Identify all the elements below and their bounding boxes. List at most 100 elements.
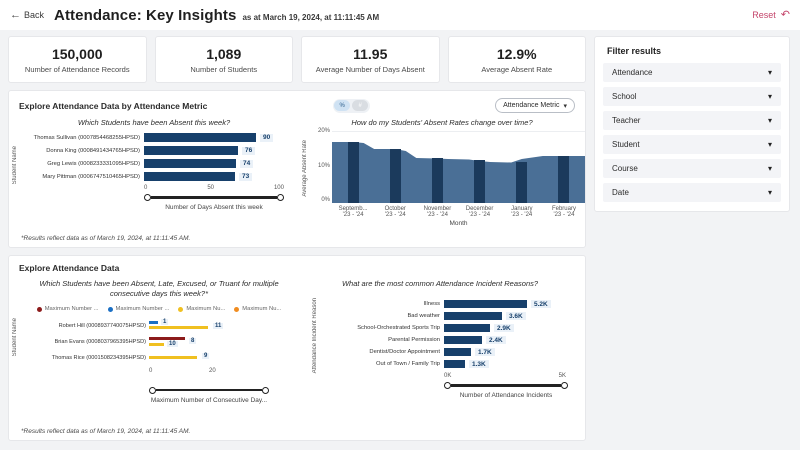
slider-handle-min[interactable]: [444, 382, 451, 389]
panel-explore-attendance-data: Explore Attendance Data Which Students h…: [8, 255, 586, 441]
slider-handle-max[interactable]: [561, 382, 568, 389]
grouped-bar-row[interactable]: Brian Evans (0008037965395HPSD) 10 8: [20, 334, 309, 350]
chart2-columns: [332, 131, 585, 203]
kpi-value: 1,089: [206, 45, 242, 62]
bar-row[interactable]: Out of Town / Family Trip 1.3K: [320, 358, 571, 370]
grouped-bar-row[interactable]: Robert Hill (0008937740075HPSD) 1 11: [20, 318, 309, 334]
reset-button[interactable]: Reset ↶: [752, 9, 790, 21]
bar-fill[interactable]: [444, 336, 482, 344]
bar-fill[interactable]: [144, 133, 256, 142]
x-tick-sub: '23 - '24: [384, 212, 406, 218]
column-bar[interactable]: [431, 158, 443, 203]
legend-item[interactable]: Maximum Number ...: [36, 306, 99, 312]
chart3-range-slider[interactable]: [149, 386, 269, 394]
filter-item-attendance[interactable]: Attendance ▾: [603, 63, 781, 82]
kpi-card-row: 150,000 Number of Attendance Records 1,0…: [8, 36, 586, 83]
legend-item[interactable]: Maximum Number ...: [107, 306, 170, 313]
panel1-charts: Student Name Thomas Sullivan (0007854468…: [9, 128, 585, 227]
bar-label: Illness: [423, 301, 440, 307]
bar-fill[interactable]: [444, 300, 527, 308]
column-bar[interactable]: [347, 142, 359, 203]
legend-item[interactable]: Maximum Nu...: [178, 306, 225, 312]
dashboard-body: 150,000 Number of Attendance Records 1,0…: [0, 30, 800, 450]
chart2-plot[interactable]: [332, 131, 585, 203]
slider-handle-min[interactable]: [149, 386, 156, 394]
slider-track[interactable]: [156, 389, 262, 392]
slider-handle-min[interactable]: [144, 194, 151, 201]
column-bar[interactable]: [516, 162, 528, 203]
bar-value: 9: [202, 353, 210, 360]
panel2-question-left: Which Students have been Absent, Late, E…: [39, 279, 279, 299]
slider-track[interactable]: [151, 196, 277, 199]
page-title: Attendance: Key Insights: [54, 6, 237, 24]
column-bar[interactable]: [474, 160, 486, 203]
bar-row[interactable]: Mary Pittman (0006747510465HPSD) 73: [20, 170, 299, 183]
bar-fill-blue[interactable]: [149, 321, 158, 325]
bar-fill[interactable]: [144, 159, 236, 168]
column-bar[interactable]: [558, 156, 570, 203]
bar-row[interactable]: Thomas Sullivan (0007854468255HPSD) 90: [20, 131, 299, 144]
chart-attendance-incident-reasons: What are the most common Attendance Inci…: [309, 279, 571, 404]
toggle-percent-option[interactable]: %: [334, 100, 351, 111]
column-bar[interactable]: [389, 149, 401, 203]
bar-row[interactable]: Illness 5.2K: [320, 298, 571, 310]
panel1-footnote: *Results reflect data as of March 19, 20…: [21, 235, 191, 242]
bar-label: Greg Lewis (0008233331095HPSD): [47, 160, 140, 167]
toggle-count-option[interactable]: #: [352, 100, 369, 111]
kpi-value: 12.9%: [496, 45, 537, 62]
chart1-x-axis-label: Number of Days Absent this week: [165, 204, 263, 211]
chart4-range-slider[interactable]: [444, 382, 568, 389]
x-tick: 20: [209, 368, 216, 375]
panel-attendance-by-metric: Explore Attendance Data by Attendance Me…: [8, 90, 586, 248]
bar-fill[interactable]: [444, 360, 465, 368]
bar-fill[interactable]: [444, 324, 490, 332]
chevron-down-icon: ▾: [767, 164, 772, 173]
legend-item[interactable]: Maximum Nu...: [234, 306, 281, 312]
filter-item-student[interactable]: Student ▾: [603, 135, 781, 154]
page-subtitle: as at March 19, 2024, at 11:11:45 AM: [242, 12, 380, 22]
x-tick: Septemb...: [338, 206, 368, 212]
filter-item-teacher[interactable]: Teacher ▾: [603, 111, 781, 130]
filter-item-school[interactable]: School ▾: [603, 87, 781, 106]
slider-handle-max[interactable]: [277, 194, 284, 201]
bar-fill[interactable]: [144, 146, 238, 155]
chevron-down-icon: ▾: [563, 102, 567, 110]
attendance-metric-dropdown[interactable]: Attendance Metric ▾: [495, 98, 575, 113]
bar-row[interactable]: Donna King (0008491434765HPSD) 76: [20, 144, 299, 157]
filter-item-date[interactable]: Date ▾: [603, 183, 781, 202]
chart1-range-slider[interactable]: [144, 194, 284, 201]
chevron-down-icon: ▾: [767, 92, 772, 101]
bar-row[interactable]: School-Orchestrated Sports Trip 2.9K: [320, 322, 571, 334]
bar-label: Thomas Rice (0001508234395HPSD): [51, 355, 146, 362]
bar-row[interactable]: Bad weather 3.6K: [320, 310, 571, 322]
bar-row[interactable]: Greg Lewis (0008233331095HPSD) 74: [20, 157, 299, 170]
y-tick: 0%: [321, 197, 330, 203]
back-button[interactable]: ← Back: [10, 8, 44, 21]
bar-fill-yellow[interactable]: [149, 326, 208, 330]
percent-count-toggle[interactable]: % #: [332, 98, 370, 113]
bar-fill-darkred[interactable]: [149, 337, 185, 341]
slider-track[interactable]: [451, 384, 561, 387]
x-tick: 50: [207, 185, 214, 191]
grouped-bar-row[interactable]: Thomas Rice (0001508234395HPSD) 9: [20, 350, 309, 366]
bar-fill[interactable]: [144, 172, 235, 181]
arrow-left-icon: ←: [10, 8, 21, 21]
bar-label: Parental Permission: [388, 337, 440, 343]
slider-handle-max[interactable]: [262, 386, 269, 394]
y-tick: 10%: [317, 163, 330, 169]
panel1-questions: Which Students have been Absent this wee…: [9, 118, 585, 127]
bar-value: 10: [167, 341, 178, 348]
bar-row[interactable]: Parental Permission 2.4K: [320, 334, 571, 346]
chart4-x-axis-label: Number of Attendance Incidents: [459, 392, 553, 399]
legend-label: Maximum Number ...: [115, 306, 170, 313]
x-tick-sub: '23 - '24: [469, 212, 491, 218]
bar-fill-yellow[interactable]: [149, 356, 197, 360]
bar-fill[interactable]: [444, 348, 471, 356]
bar-fill[interactable]: [444, 312, 502, 320]
bar-row[interactable]: Dentist/Doctor Appointment 1.7K: [320, 346, 571, 358]
bar-label: School-Orchestrated Sports Trip: [357, 325, 440, 331]
filter-item-course[interactable]: Course ▾: [603, 159, 781, 178]
bar-value: 74: [240, 159, 254, 168]
bar-fill-yellow[interactable]: [149, 343, 164, 347]
